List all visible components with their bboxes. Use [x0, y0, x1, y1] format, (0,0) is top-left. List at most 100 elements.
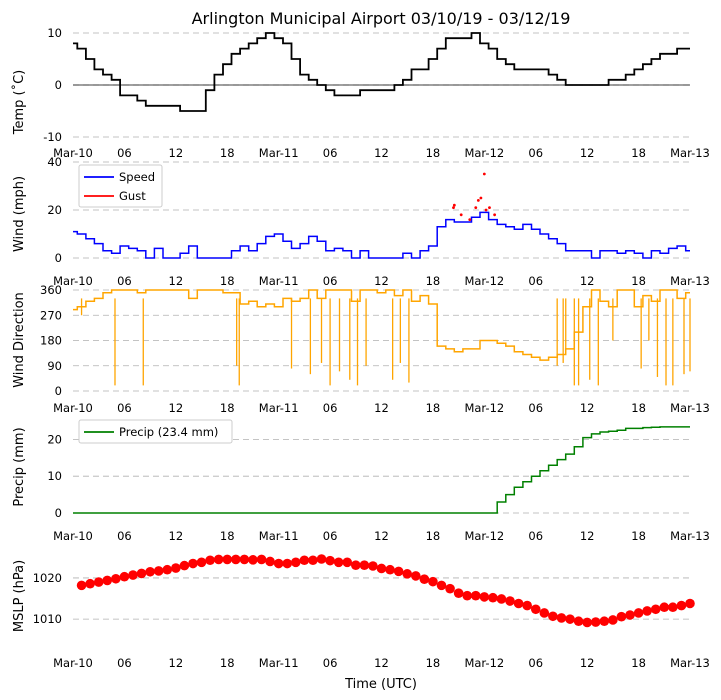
wind-x-tick-label: 18 [426, 274, 441, 288]
gust-point [488, 206, 491, 210]
mslp-x-tick-label: 12 [374, 656, 389, 670]
mslp-point [136, 568, 147, 579]
temp-x-tick-label: 06 [528, 146, 543, 160]
mslp-point [668, 602, 678, 613]
mslp-point [402, 569, 413, 579]
mslp-x-tick-label: 06 [323, 656, 338, 670]
mslp-point [539, 608, 550, 618]
direction-x-tick-label: 18 [631, 401, 646, 415]
mslp-x-tick-label: 12 [169, 656, 184, 670]
mslp-point [308, 555, 318, 566]
wind-x-tick-label: 06 [323, 274, 338, 288]
precip-x-tick-label: 06 [117, 529, 132, 543]
wind-x-tick-label: 12 [169, 274, 184, 288]
temp-panel: -10 0 10 Mar-10 06 12 18 Mar-11 06 12 18 Mar-12 06 12… [11, 26, 710, 160]
mslp-point [582, 617, 592, 628]
mslp-point [282, 558, 293, 569]
mslp-point [445, 583, 455, 594]
mslp-point [145, 566, 155, 577]
mslp-point [350, 560, 361, 570]
precip-y-tick-label: 0 [55, 506, 62, 520]
gust-point [482, 172, 486, 176]
direction-plot-area: 0 90 180 270 360 Mar-10 06 12 18 Mar-11 06 12 18 Mar-… [40, 283, 710, 415]
mslp-x-tick-label: Mar-13 [670, 656, 710, 670]
gust-point [479, 196, 483, 200]
precip-panel: 0 10 20 Mar-10 06 12 18 Mar-11 06 12 18 Mar-12 06 12 1… [12, 419, 710, 543]
precip-x-tick-label: 18 [426, 529, 441, 543]
direction-y-tick-label: 90 [47, 359, 62, 373]
mslp-point [213, 554, 224, 565]
mslp-point [608, 615, 618, 625]
direction-x-tick-label: 06 [528, 401, 543, 415]
wind-x-tick-label: 06 [528, 274, 543, 288]
mslp-point [333, 557, 344, 568]
mslp-point [359, 560, 370, 570]
precip-legend-label: Precip (23.4 mm) [119, 425, 218, 439]
gust-point [493, 213, 497, 217]
gust-point [459, 213, 463, 217]
temp-y-tick-label: -10 [43, 130, 62, 144]
precip-x-tick-label: 12 [169, 529, 184, 543]
precip-x-tick-label: 06 [528, 529, 543, 543]
mslp-point [548, 611, 558, 622]
mslp-point [222, 554, 233, 565]
mslp-x-tick-label: Mar-10 [53, 656, 93, 670]
mslp-point [530, 604, 541, 615]
temp-x-tick-label: 18 [631, 146, 646, 160]
speed-legend-label: Speed [119, 170, 155, 184]
temp-x-tick-label: 18 [220, 146, 235, 160]
direction-y-tick-label: 180 [40, 334, 62, 348]
precip-x-tick-label: 18 [220, 529, 235, 543]
direction-x-tick-label: 12 [374, 401, 389, 415]
temp-x-tick-label: 12 [580, 146, 595, 160]
temp-plot-area: -10 0 10 Mar-10 06 12 18 Mar-11 06 12 18 Mar-12 06 12… [43, 26, 710, 160]
mslp-point [659, 602, 670, 613]
mslp-point [436, 580, 447, 591]
wind-panel: 0 20 40 Mar-10 06 12 18 Mar-11 06 12 18 Mar-12 06 12 1… [12, 155, 710, 288]
wind-x-tick-label: Mar-13 [670, 274, 710, 288]
precip-legend-box [78, 419, 233, 444]
direction-x-tick-label: 12 [580, 401, 595, 415]
mslp-point [685, 598, 695, 609]
temp-y-axis-label: Temp (˚C) [11, 70, 27, 136]
mslp-plot-area: 1010 1020 Mar-10 06 12 18 Mar-11 06 12 18 Mar-12 06… [33, 554, 710, 670]
mslp-point [513, 598, 524, 609]
mslp-x-tick-label: Mar-12 [464, 656, 504, 670]
mslp-point [205, 555, 215, 566]
direction-x-tick-label: 06 [323, 401, 338, 415]
direction-x-tick-label: Mar-10 [53, 401, 93, 415]
precip-plot-area: 0 10 20 Mar-10 06 12 18 Mar-11 06 12 18 Mar-12 06 12 1… [47, 426, 710, 543]
mslp-point [462, 590, 472, 601]
mslp-point [505, 596, 515, 606]
temp-x-tick-label: 12 [169, 146, 184, 160]
mslp-point [556, 613, 567, 623]
precip-legend: Precip (23.4 mm) [78, 419, 233, 444]
mslp-x-tick-label: 06 [528, 656, 543, 670]
gust-point [452, 206, 455, 210]
mslp-point [325, 555, 335, 566]
chart-title: Arlington Municipal Airport 03/10/19 - 0… [192, 9, 571, 28]
mslp-point [102, 575, 113, 586]
mslp-point [171, 563, 181, 573]
direction-x-tick-label: Mar-12 [464, 401, 504, 415]
precip-x-tick-label: Mar-11 [259, 529, 299, 543]
temp-x-tick-label: 12 [374, 146, 389, 160]
direction-x-tick-label: Mar-13 [670, 401, 710, 415]
direction-y-axis-label: Wind Direction [12, 292, 27, 388]
direction-x-tick-label: Mar-11 [259, 401, 299, 415]
mslp-point [616, 611, 627, 622]
mslp-point [76, 580, 87, 591]
mslp-point [316, 554, 327, 564]
mslp-x-tick-label: 12 [580, 656, 595, 670]
mslp-point [153, 566, 164, 576]
precip-x-tick-label: 06 [323, 529, 338, 543]
gust-legend-label: Gust [119, 189, 146, 203]
mslp-point [188, 558, 198, 569]
temp-x-tick-label: 06 [117, 146, 132, 160]
temp-x-tick-label: Mar-13 [670, 146, 710, 160]
mslp-point [179, 560, 190, 571]
gust-point [476, 199, 480, 202]
wind-y-tick-label: 40 [47, 155, 62, 169]
wind-legend: Speed Gust [78, 164, 163, 208]
gust-point [452, 203, 456, 207]
